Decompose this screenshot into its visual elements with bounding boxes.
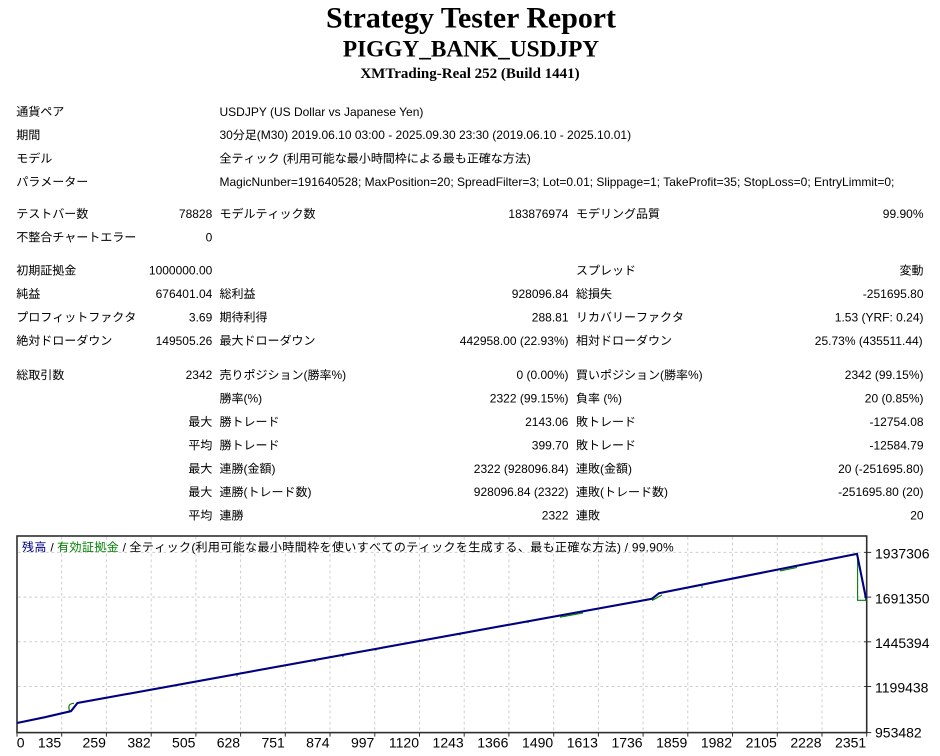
svg-text:) / 99.90%: ) / 99.90%: [617, 540, 674, 554]
svg-text:2342: 2342: [186, 368, 213, 382]
svg-text:997: 997: [351, 734, 375, 750]
svg-text:): ): [664, 485, 668, 499]
svg-text:(: (: [244, 462, 248, 476]
svg-text:676401.04: 676401.04: [156, 287, 213, 301]
svg-text:-251695.80 (20): -251695.80 (20): [838, 485, 923, 499]
svg-text:1.53 (YRF: 0.24): 1.53 (YRF: 0.24): [835, 310, 924, 324]
svg-text:628: 628: [217, 734, 241, 750]
svg-text:1937306: 1937306: [875, 546, 930, 562]
svg-text:(: (: [600, 485, 604, 499]
svg-text:399.70: 399.70: [532, 438, 569, 452]
svg-text:(: (: [660, 368, 664, 382]
svg-text:(: (: [191, 540, 195, 554]
svg-text:505: 505: [172, 734, 196, 750]
svg-text:2322 (99.15%): 2322 (99.15%): [490, 392, 569, 406]
svg-text:2105: 2105: [746, 734, 777, 750]
svg-text:1691350: 1691350: [875, 590, 930, 606]
svg-text:1490: 1490: [522, 734, 553, 750]
svg-text:-12754.08: -12754.08: [870, 415, 924, 429]
svg-text:(: (: [304, 368, 308, 382]
svg-text:): ): [628, 462, 632, 476]
svg-text:1366: 1366: [477, 734, 508, 750]
svg-text:1736: 1736: [611, 734, 642, 750]
svg-text:259: 259: [83, 734, 107, 750]
svg-text:0: 0: [206, 230, 213, 244]
svg-text:751: 751: [261, 734, 285, 750]
svg-text:(%): (%): [244, 392, 263, 406]
svg-text:2322 (928096.84): 2322 (928096.84): [474, 462, 569, 476]
svg-text:0: 0: [17, 734, 25, 750]
svg-text:): ): [308, 485, 312, 499]
svg-text:20 (0.85%): 20 (0.85%): [865, 392, 924, 406]
svg-text:928096.84: 928096.84: [512, 287, 569, 301]
svg-text:/: /: [47, 540, 58, 554]
svg-text:1000000.00: 1000000.00: [149, 264, 213, 278]
svg-text:1120: 1120: [389, 734, 419, 750]
svg-text:3.69: 3.69: [189, 310, 213, 324]
svg-text:XMTrading-Real 252 (Build 1441: XMTrading-Real 252 (Build 1441): [360, 66, 579, 82]
svg-text:99.90%: 99.90%: [883, 207, 924, 221]
svg-text:): ): [272, 462, 276, 476]
svg-text:442958.00 (22.93%): 442958.00 (22.93%): [460, 334, 569, 348]
svg-text:20 (-251695.80): 20 (-251695.80): [838, 462, 923, 476]
svg-text:20: 20: [910, 509, 924, 523]
svg-text:288.81: 288.81: [532, 310, 569, 324]
svg-text:2351: 2351: [835, 734, 866, 750]
svg-text:149505.26: 149505.26: [156, 334, 213, 348]
svg-text:(M30) 2019.06.10 03:00 - 2025.: (M30) 2019.06.10 03:00 - 2025.09.30 23:3…: [257, 128, 631, 142]
svg-text:1613: 1613: [567, 734, 598, 750]
svg-text:1199438: 1199438: [875, 680, 929, 696]
svg-text:2342 (99.15%): 2342 (99.15%): [845, 368, 924, 382]
svg-text:-12584.79: -12584.79: [870, 438, 924, 452]
svg-text:USDJPY (US Dollar vs Japanese: USDJPY (US Dollar vs Japanese Yen): [220, 105, 424, 119]
svg-text:2228: 2228: [790, 734, 821, 750]
svg-text:Strategy Tester Report: Strategy Tester Report: [326, 2, 616, 35]
svg-text:874: 874: [306, 734, 330, 750]
svg-text:%): %): [332, 368, 347, 382]
svg-text:30: 30: [220, 128, 234, 142]
svg-text:1445394: 1445394: [875, 635, 930, 651]
svg-text:%): %): [688, 368, 703, 382]
svg-text:183876974: 183876974: [508, 207, 568, 221]
svg-text:2143.06: 2143.06: [525, 415, 569, 429]
svg-text:135: 135: [38, 734, 62, 750]
svg-text:/: /: [119, 540, 130, 554]
svg-text:-251695.80: -251695.80: [863, 287, 924, 301]
svg-text:0 (0.00%): 0 (0.00%): [517, 368, 569, 382]
svg-text:PIGGY_BANK_USDJPY: PIGGY_BANK_USDJPY: [343, 37, 599, 63]
svg-text:1859: 1859: [656, 734, 687, 750]
svg-text:928096.84 (2322): 928096.84 (2322): [474, 485, 569, 499]
svg-text:382: 382: [127, 734, 151, 750]
svg-text:(: (: [600, 462, 604, 476]
svg-text:(%): (%): [600, 392, 622, 406]
svg-text:): ): [527, 152, 531, 166]
svg-text:(: (: [244, 485, 248, 499]
svg-text:1243: 1243: [433, 734, 464, 750]
svg-text:953482: 953482: [875, 724, 922, 740]
svg-text:MagicNunber=191640528; MaxPosi: MagicNunber=191640528; MaxPosition=20; S…: [220, 175, 895, 189]
svg-text:1982: 1982: [701, 734, 732, 750]
svg-text:78828: 78828: [179, 207, 213, 221]
svg-text:25.73% (435511.44): 25.73% (435511.44): [815, 334, 923, 348]
svg-text:2322: 2322: [542, 509, 569, 523]
svg-text:(: (: [280, 152, 287, 166]
